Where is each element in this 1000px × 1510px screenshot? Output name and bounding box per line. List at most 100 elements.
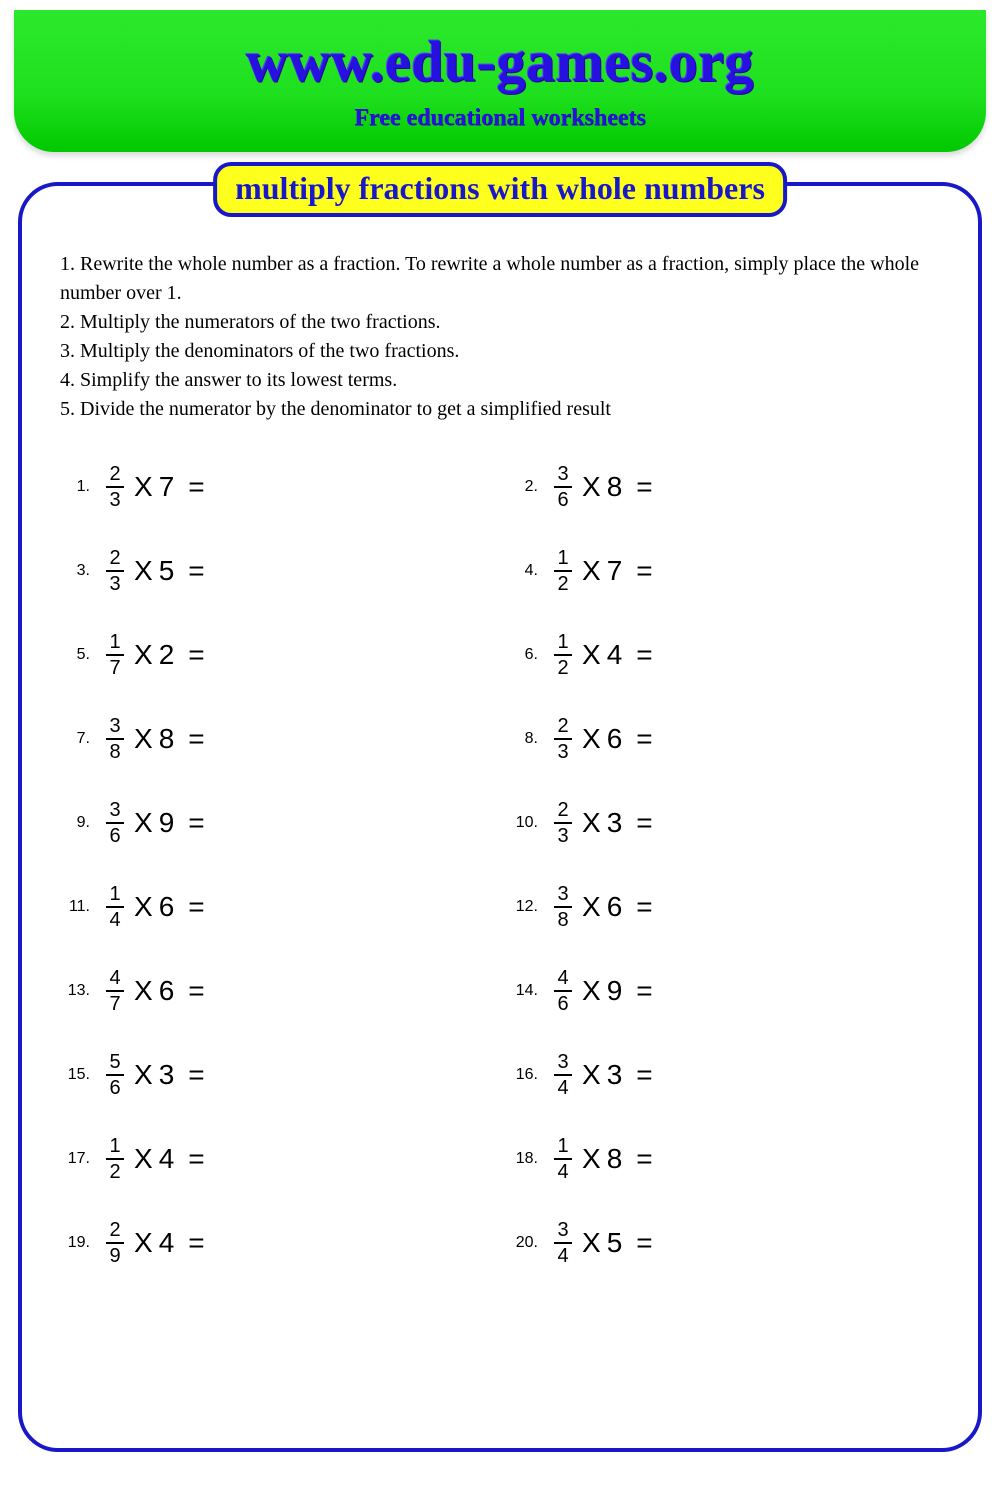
fraction: 29	[106, 1220, 124, 1266]
numerator: 2	[109, 1220, 120, 1242]
whole-number: 3	[607, 1059, 623, 1091]
problem-number: 1.	[62, 478, 100, 496]
equals-sign: =	[188, 1059, 204, 1091]
multiply-operator: X	[582, 1059, 601, 1091]
numerator: 5	[109, 1052, 120, 1074]
fraction: 47	[106, 968, 124, 1014]
problem-number: 4.	[510, 562, 548, 580]
instruction-line: 1. Rewrite the whole number as a fractio…	[60, 250, 940, 308]
problem-item: 3.23X5=	[62, 548, 490, 594]
worksheet-container: multiply fractions with whole numbers 1.…	[18, 182, 982, 1452]
numerator: 2	[109, 464, 120, 486]
numerator: 1	[109, 884, 120, 906]
whole-number: 9	[159, 807, 175, 839]
whole-number: 7	[159, 471, 175, 503]
equals-sign: =	[636, 807, 652, 839]
problem-item: 10.23X3=	[510, 800, 938, 846]
whole-number: 6	[607, 891, 623, 923]
whole-number: 5	[159, 555, 175, 587]
problem-number: 12.	[510, 898, 548, 916]
multiply-operator: X	[134, 1143, 153, 1175]
problem-number: 17.	[62, 1150, 100, 1168]
problem-number: 15.	[62, 1066, 100, 1084]
problem-item: 2.36X8=	[510, 464, 938, 510]
denominator: 7	[109, 656, 120, 678]
problem-item: 19.29X4=	[62, 1220, 490, 1266]
problem-number: 13.	[62, 982, 100, 1000]
site-subtitle: Free educational worksheets	[24, 105, 976, 132]
denominator: 2	[109, 1160, 120, 1182]
problem-item: 8.23X6=	[510, 716, 938, 762]
problem-number: 11.	[62, 898, 100, 916]
instruction-line: 5. Divide the numerator by the denominat…	[60, 395, 940, 424]
whole-number: 8	[607, 1143, 623, 1175]
fraction: 38	[106, 716, 124, 762]
fraction: 23	[554, 800, 572, 846]
numerator: 2	[109, 548, 120, 570]
equals-sign: =	[188, 471, 204, 503]
problem-number: 20.	[510, 1234, 548, 1252]
multiply-operator: X	[134, 639, 153, 671]
denominator: 8	[557, 908, 568, 930]
problem-item: 5.17X2=	[62, 632, 490, 678]
fraction: 14	[554, 1136, 572, 1182]
fraction: 12	[554, 548, 572, 594]
problem-item: 16.34X3=	[510, 1052, 938, 1098]
multiply-operator: X	[134, 891, 153, 923]
denominator: 6	[557, 488, 568, 510]
whole-number: 2	[159, 639, 175, 671]
equals-sign: =	[636, 975, 652, 1007]
numerator: 3	[109, 800, 120, 822]
problem-number: 18.	[510, 1150, 548, 1168]
problem-item: 9.36X9=	[62, 800, 490, 846]
equals-sign: =	[636, 723, 652, 755]
problem-number: 8.	[510, 730, 548, 748]
fraction: 23	[106, 548, 124, 594]
equals-sign: =	[636, 1143, 652, 1175]
problem-item: 6.12X4=	[510, 632, 938, 678]
equals-sign: =	[188, 975, 204, 1007]
numerator: 3	[557, 884, 568, 906]
multiply-operator: X	[134, 807, 153, 839]
denominator: 6	[109, 1076, 120, 1098]
numerator: 3	[557, 1220, 568, 1242]
numerator: 1	[109, 1136, 120, 1158]
fraction: 12	[554, 632, 572, 678]
multiply-operator: X	[134, 471, 153, 503]
denominator: 6	[557, 992, 568, 1014]
denominator: 3	[109, 488, 120, 510]
multiply-operator: X	[582, 555, 601, 587]
whole-number: 4	[159, 1143, 175, 1175]
whole-number: 3	[159, 1059, 175, 1091]
problem-item: 4.12X7=	[510, 548, 938, 594]
instruction-line: 4. Simplify the answer to its lowest ter…	[60, 366, 940, 395]
problem-number: 6.	[510, 646, 548, 664]
fraction: 14	[106, 884, 124, 930]
whole-number: 6	[607, 723, 623, 755]
denominator: 2	[557, 572, 568, 594]
multiply-operator: X	[582, 975, 601, 1007]
numerator: 2	[557, 800, 568, 822]
equals-sign: =	[188, 1227, 204, 1259]
fraction: 23	[106, 464, 124, 510]
problem-number: 9.	[62, 814, 100, 832]
whole-number: 5	[607, 1227, 623, 1259]
instruction-line: 3. Multiply the denominators of the two …	[60, 337, 940, 366]
problem-item: 17. 12X4 =	[62, 1136, 490, 1182]
multiply-operator: X	[582, 1227, 601, 1259]
problem-number: 10.	[510, 814, 548, 832]
fraction: 34	[554, 1220, 572, 1266]
problem-number: 16.	[510, 1066, 548, 1084]
whole-number: 6	[159, 975, 175, 1007]
fraction: 17	[106, 632, 124, 678]
equals-sign: =	[188, 1143, 204, 1175]
equals-sign: =	[636, 1227, 652, 1259]
site-header: www.edu-games.org Free educational works…	[14, 10, 986, 152]
problem-item: 7.38X8=	[62, 716, 490, 762]
denominator: 4	[557, 1076, 568, 1098]
denominator: 2	[557, 656, 568, 678]
numerator: 4	[557, 968, 568, 990]
multiply-operator: X	[134, 975, 153, 1007]
denominator: 4	[557, 1160, 568, 1182]
equals-sign: =	[188, 723, 204, 755]
